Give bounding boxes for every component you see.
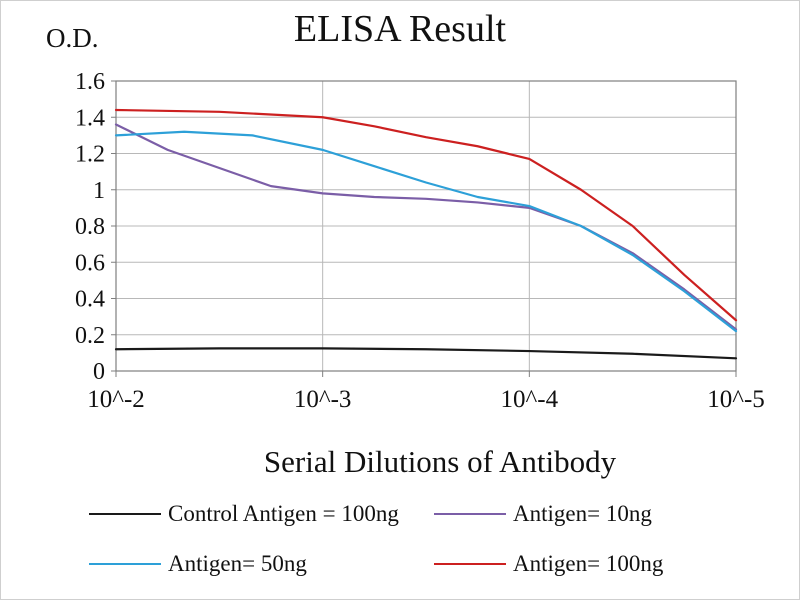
legend-line-sample-purple [434, 513, 506, 515]
x-axis-label: Serial Dilutions of Antibody [263, 444, 617, 479]
svg-text:0.4: 0.4 [75, 287, 105, 313]
legend-item-antigen-50ng: Antigen= 50ng [89, 551, 434, 577]
svg-text:0.8: 0.8 [75, 214, 105, 240]
legend-line-sample-blue [89, 563, 161, 565]
svg-text:1: 1 [93, 178, 105, 204]
legend-label: Antigen= 10ng [513, 501, 652, 526]
legend: Control Antigen = 100ng Antigen= 10ng An… [89, 501, 769, 577]
svg-text:1.6: 1.6 [75, 69, 105, 95]
line-chart-plot-area: 0 0.2 0.4 0.6 0.8 1 1.2 1.4 1.6 10^-2 10^-3 10^-4 10… [75, 69, 765, 411]
svg-text:10^-5: 10^-5 [707, 386, 765, 411]
svg-text:1.2: 1.2 [75, 142, 105, 168]
legend-line-sample-red [434, 563, 506, 565]
svg-text:0.6: 0.6 [75, 250, 105, 276]
legend-item-control-antigen: Control Antigen = 100ng [89, 501, 434, 527]
svg-text:10^-3: 10^-3 [294, 386, 352, 411]
legend-line-sample-black [89, 513, 161, 515]
svg-text:10^-4: 10^-4 [501, 386, 559, 411]
legend-label: Control Antigen = 100ng [168, 501, 399, 526]
svg-text:1.4: 1.4 [75, 105, 105, 131]
chart-title: ELISA Result [293, 8, 507, 50]
svg-text:0: 0 [93, 359, 105, 385]
legend-label: Antigen= 50ng [168, 551, 307, 576]
y-axis-label: O.D. [46, 23, 99, 53]
legend-label: Antigen= 100ng [513, 551, 664, 576]
svg-text:10^-2: 10^-2 [87, 386, 145, 411]
legend-item-antigen-10ng: Antigen= 10ng [434, 501, 769, 527]
svg-text:0.2: 0.2 [75, 323, 105, 349]
legend-item-antigen-100ng: Antigen= 100ng [434, 551, 769, 577]
